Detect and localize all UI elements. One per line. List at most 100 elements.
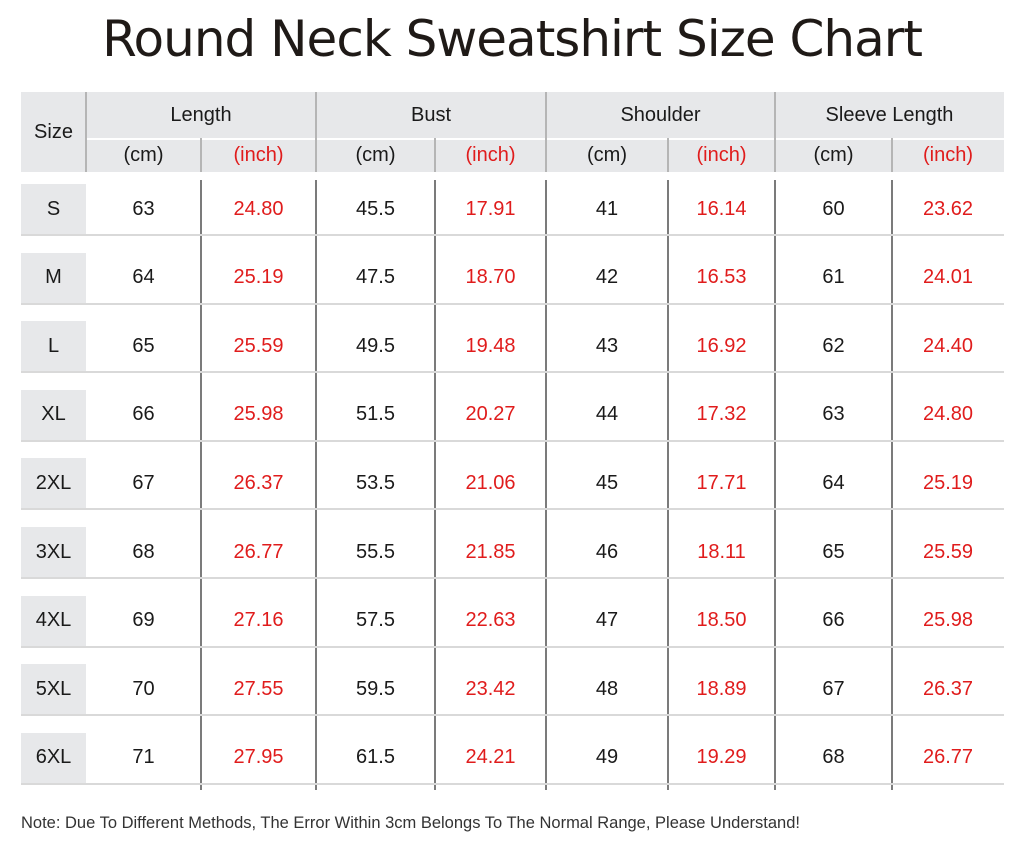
size-cell-background [21,458,86,509]
header-unit-divider [434,138,436,172]
value-cm: 64 [132,266,155,289]
size-cell-background [21,321,86,372]
unit-label-cm: (cm) [813,143,854,166]
size-label: M [45,266,62,289]
value-cm: 65 [132,334,155,357]
size-label: 4XL [35,609,72,632]
value-cm: 45 [595,471,619,494]
size-cell-background [21,252,86,303]
row-divider [21,371,1004,374]
value-cm: 49.5 [356,334,395,357]
value-cm: 61 [822,266,845,289]
value-cm: 69 [132,609,155,632]
value-inch: 16.53 [696,266,747,289]
value-cm: 44 [595,403,619,426]
header-group-divider [85,92,87,172]
value-inch: 18.70 [465,266,516,289]
size-cell-background [21,389,86,440]
value-inch: 17.71 [696,471,747,494]
value-cm: 55.5 [356,540,395,563]
row-divider [21,302,1004,305]
size-label: 6XL [35,746,72,769]
value-cm: 67 [822,677,845,700]
unit-label-inch: (inch) [696,143,747,166]
row-divider [21,782,1004,785]
unit-label-inch: (inch) [233,143,284,166]
value-inch: 17.32 [696,403,747,426]
value-inch: 24.21 [465,746,516,769]
page-title: Round Neck Sweatshirt Size Chart [102,10,923,68]
value-cm: 66 [822,609,845,632]
header-group-divider [545,92,547,172]
size-label: XL [41,403,66,426]
value-cm: 63 [132,197,155,220]
value-cm: 68 [132,540,155,563]
value-inch: 27.16 [233,609,284,632]
value-inch: 18.50 [696,609,747,632]
value-cm: 51.5 [356,403,395,426]
value-cm: 46 [595,540,619,563]
header-background [21,92,1004,172]
value-cm: 47.5 [356,266,395,289]
value-inch: 22.63 [465,609,516,632]
value-inch: 24.80 [233,197,284,220]
value-cm: 57.5 [356,609,395,632]
value-inch: 19.29 [696,746,747,769]
value-inch: 26.37 [233,471,284,494]
value-cm: 53.5 [356,471,395,494]
value-inch: 24.01 [922,266,974,289]
value-inch: 20.27 [465,403,516,426]
value-cm: 48 [595,677,619,700]
size-label: 2XL [35,471,72,494]
column-divider [667,180,669,790]
group-header-shoulder: Shoulder [620,103,701,126]
value-cm: 49 [595,746,619,769]
value-inch: 25.98 [233,403,284,426]
header-group-divider [315,92,317,172]
value-inch: 18.11 [697,540,746,563]
size-cell-background [21,732,86,783]
value-cm: 41 [595,197,619,220]
value-inch: 16.14 [696,197,747,220]
value-cm: 70 [132,677,155,700]
value-inch: 26.37 [922,677,974,700]
row-divider [21,234,1004,236]
row-divider [21,577,1004,579]
size-column-header: Size [34,120,73,143]
size-chart-table: Size Length (cm) (inch) Bust (cm) (inch) Should… [21,92,1004,790]
column-divider [774,180,776,790]
size-cell-background [21,664,86,715]
value-inch: 23.42 [465,677,516,700]
value-inch: 23.62 [922,197,974,220]
size-label: 5XL [35,677,72,700]
column-divider [200,180,202,790]
group-header-sleeve-length: Sleeve Length [825,103,954,126]
value-inch: 25.19 [233,266,284,289]
unit-label-inch: (inch) [465,143,516,166]
row-divider [21,439,1004,442]
header-group-divider [774,92,776,172]
value-inch: 25.98 [922,609,974,632]
value-inch: 19.48 [465,334,516,357]
value-cm: 45.5 [356,197,395,220]
header-unit-divider [891,138,893,172]
header-unit-divider [200,138,202,172]
row-divider [21,645,1004,648]
column-divider [434,180,436,790]
value-inch: 26.77 [922,746,974,769]
unit-label-cm: (cm) [355,143,396,166]
value-cm: 43 [595,334,619,357]
header-unit-divider [667,138,669,172]
value-inch: 17.91 [465,197,516,220]
value-cm: 71 [132,746,155,769]
value-inch: 24.40 [922,334,974,357]
value-inch: 21.06 [465,471,516,494]
measurement-note: Note: Due To Different Methods, The Erro… [21,814,800,832]
unit-label-inch: (inch) [922,143,973,166]
value-inch: 25.19 [922,471,974,494]
value-cm: 66 [132,403,155,426]
value-cm: 68 [822,746,845,769]
value-cm: 60 [822,197,845,220]
value-inch: 21.85 [465,540,516,563]
value-cm: 65 [822,540,845,563]
